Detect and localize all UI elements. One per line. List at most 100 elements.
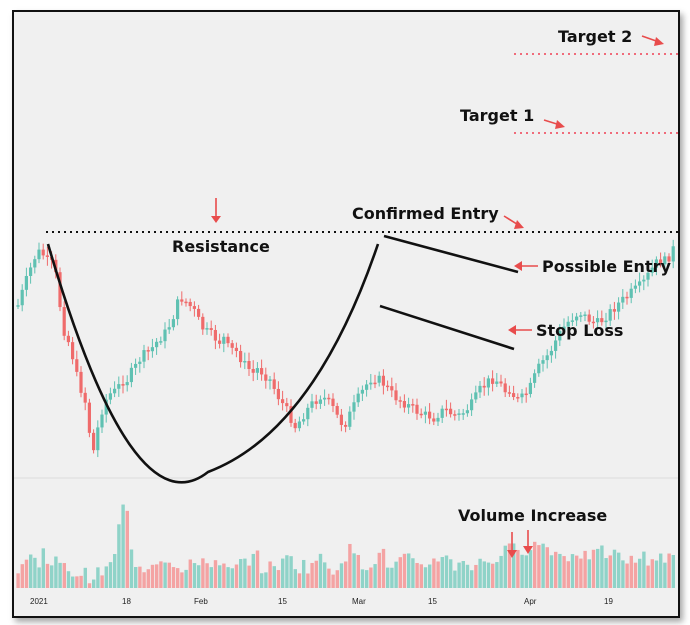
- volume-bar: [415, 562, 419, 588]
- volume-bar: [297, 573, 302, 588]
- candle-body: [587, 314, 591, 322]
- candle-body: [457, 413, 461, 415]
- candle-body: [625, 296, 629, 299]
- volume-bar: [344, 561, 348, 588]
- candle-body: [566, 321, 570, 327]
- target-2-label: Target 2: [558, 27, 632, 46]
- candle-body: [575, 316, 579, 321]
- volume-bar: [226, 567, 230, 588]
- volume-bar: [377, 552, 381, 588]
- candle-body: [310, 401, 314, 408]
- candle-body: [671, 246, 675, 262]
- volume-bar: [255, 550, 260, 588]
- volume-bar: [621, 560, 625, 588]
- volume-bar: [289, 556, 293, 588]
- volume-bar: [24, 559, 29, 588]
- volume-bar: [474, 564, 478, 588]
- candle-body: [386, 385, 390, 388]
- candle-body: [62, 307, 66, 336]
- volume-bar: [260, 573, 264, 588]
- volume-bar: [335, 570, 339, 588]
- volume-bar: [83, 567, 87, 588]
- volume-bar: [365, 570, 369, 588]
- candle-body: [239, 350, 243, 363]
- candle-body: [20, 289, 24, 306]
- candle-body: [419, 413, 423, 416]
- volume-bar: [654, 560, 659, 588]
- volume-bar: [659, 553, 663, 588]
- volume-bar: [499, 555, 503, 588]
- volume-bar: [213, 560, 218, 588]
- candle-body: [402, 400, 406, 408]
- volume-bar: [188, 559, 192, 588]
- candle-body: [121, 384, 125, 386]
- volume-bar: [138, 566, 142, 588]
- candlestick-series: [16, 239, 675, 458]
- candle-body: [45, 255, 49, 257]
- volume-bar: [285, 555, 289, 588]
- volume-bar: [281, 558, 285, 588]
- candle-body: [654, 259, 658, 268]
- candle-body: [155, 341, 159, 348]
- volume-bar: [71, 576, 75, 588]
- candle-body: [41, 249, 45, 256]
- candle-body: [113, 388, 117, 394]
- volume-bar: [461, 561, 465, 588]
- volume-bar: [247, 565, 251, 588]
- volume-bar: [302, 559, 306, 588]
- volume-bar: [663, 562, 667, 588]
- candle-body: [323, 397, 327, 400]
- volume-bar: [545, 547, 549, 588]
- volume-bar: [222, 563, 226, 588]
- candle-body: [545, 355, 549, 361]
- candle-body: [520, 393, 524, 398]
- candle-body: [591, 321, 595, 324]
- cup-curve: [46, 243, 380, 484]
- volume-bar: [20, 564, 24, 588]
- volume-bar: [134, 566, 138, 588]
- volume-bar: [272, 566, 276, 588]
- volume-bar: [470, 570, 474, 588]
- candle-body: [558, 330, 562, 341]
- volume-bar: [113, 553, 117, 588]
- candle-body: [255, 368, 259, 373]
- volume-bar: [423, 567, 428, 588]
- volume-bar: [100, 575, 104, 588]
- volume-bar: [155, 564, 159, 588]
- volume-bar: [310, 562, 314, 588]
- candle-body: [272, 379, 276, 389]
- volume-increase-arrow-2: [523, 530, 533, 554]
- volume-bar: [428, 564, 432, 588]
- candle-body: [33, 259, 37, 268]
- candle-body: [642, 279, 646, 282]
- possible-entry-label: Possible Entry: [542, 257, 671, 276]
- volume-bar: [230, 568, 234, 588]
- candle-body: [24, 275, 28, 290]
- volume-bar: [646, 565, 650, 588]
- volume-bar: [419, 564, 423, 588]
- candle-body: [327, 397, 331, 400]
- candle-body: [352, 402, 356, 412]
- candle-body: [226, 336, 230, 344]
- candle-body: [146, 350, 150, 352]
- candle-body: [16, 305, 20, 307]
- volume-bar: [104, 566, 108, 588]
- candle-body: [276, 388, 280, 400]
- volume-bar: [356, 554, 360, 588]
- candle-body: [360, 389, 364, 394]
- volume-bar: [373, 564, 377, 588]
- candle-body: [549, 350, 553, 356]
- candle-body: [318, 399, 322, 404]
- volume-bar: [587, 559, 591, 588]
- volume-bar: [386, 567, 390, 588]
- candle-body: [205, 328, 209, 330]
- volume-bar: [444, 555, 449, 588]
- volume-bar: [369, 567, 373, 588]
- candle-body: [71, 342, 75, 360]
- volume-bar: [537, 545, 541, 588]
- volume-bar: [478, 558, 482, 588]
- volume-bar: [507, 543, 512, 588]
- candle-body: [117, 384, 121, 389]
- candle-body: [499, 381, 503, 384]
- candle-body: [129, 367, 133, 383]
